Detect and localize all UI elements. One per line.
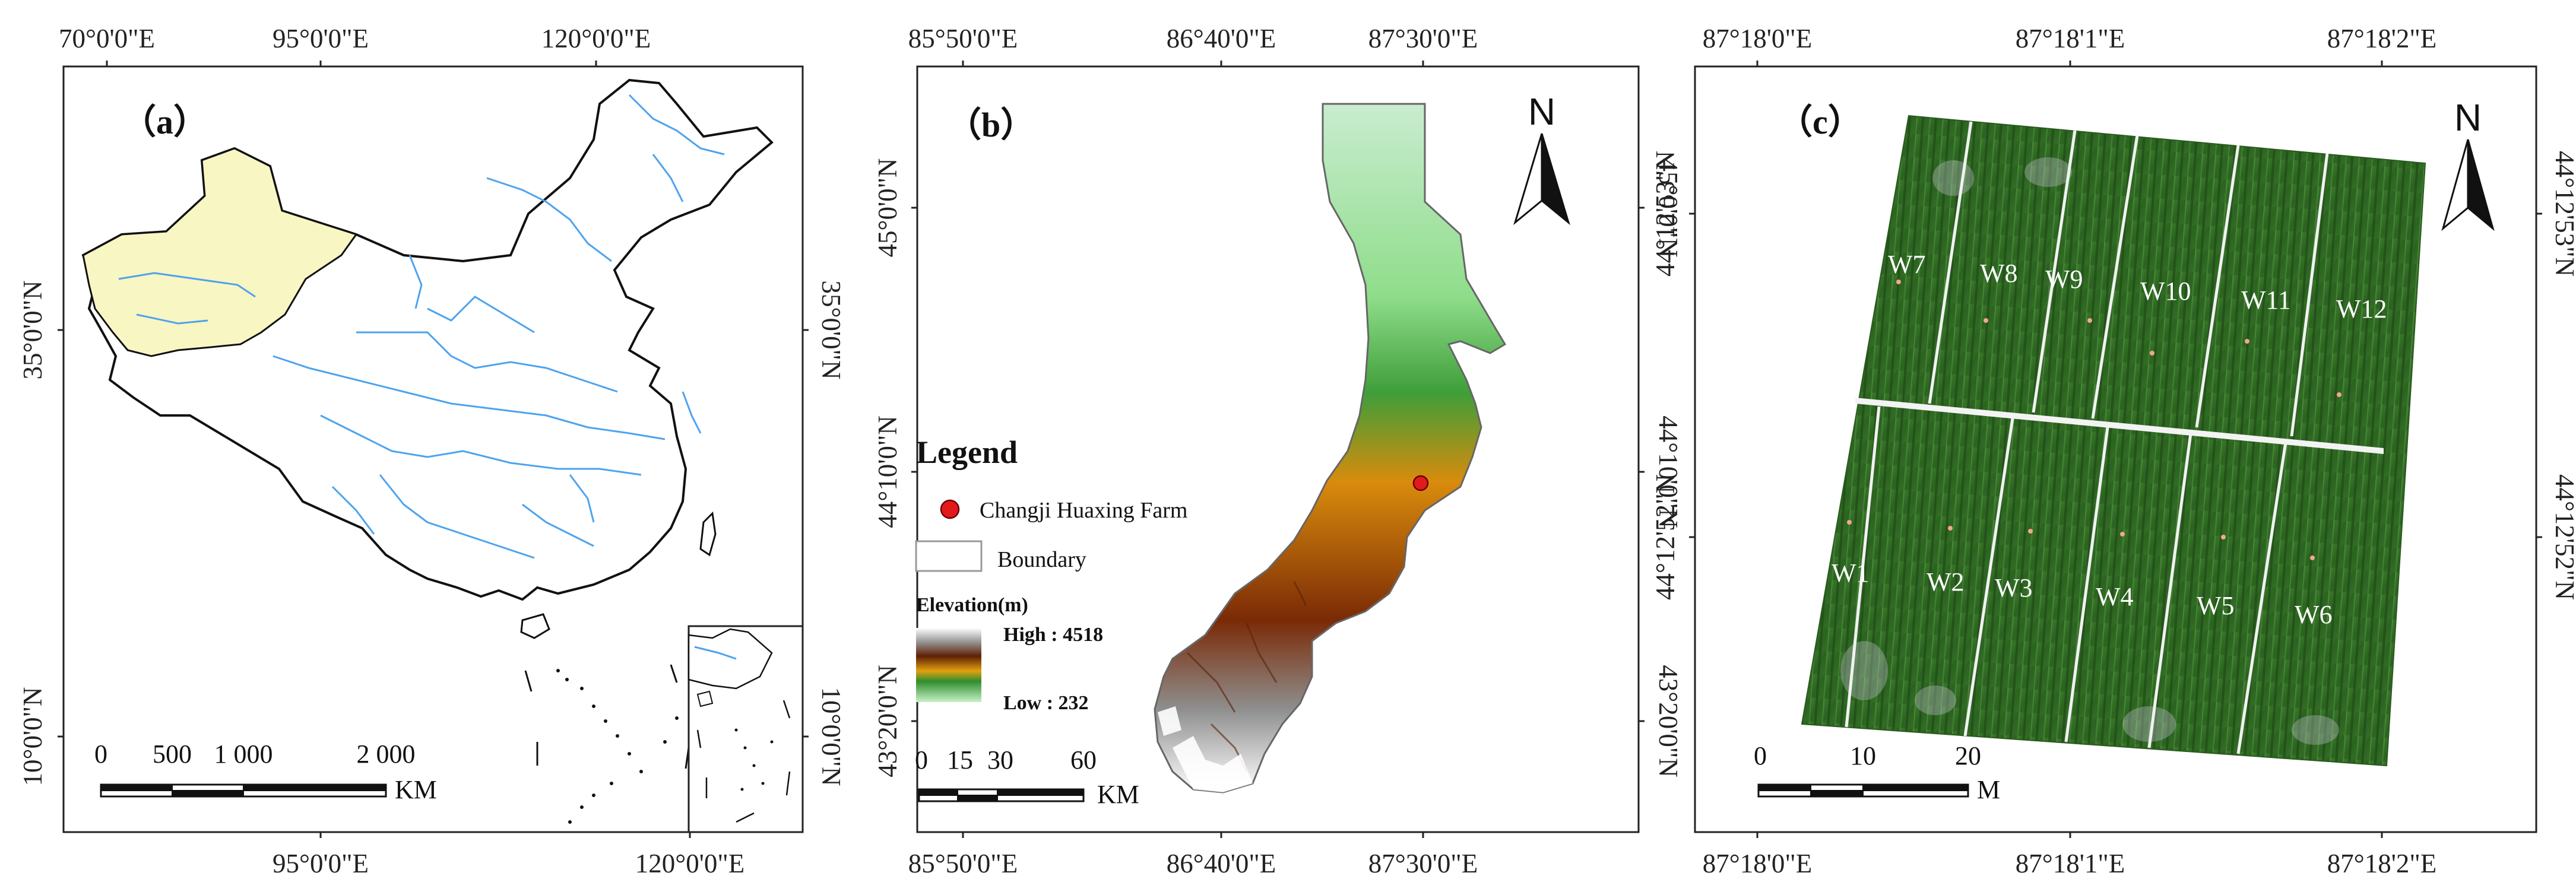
panel-c-top-tick-1: 87°18'0"E	[1703, 24, 1812, 53]
panel-a-left-tick-2: 10°0'0"N	[18, 687, 47, 786]
plot-label-w2: W2	[1927, 567, 1965, 596]
panel-a-scale-bar	[100, 783, 387, 798]
panel-c-label: （c）	[1778, 103, 1862, 141]
legend-boundary-symbol	[915, 540, 983, 572]
uav-road	[1855, 398, 2384, 454]
hainan-outline	[520, 613, 550, 639]
plot-label-w3: W3	[1995, 573, 2033, 602]
changji-huaxing-farm-marker	[1412, 475, 1429, 491]
legend-farm-symbol	[940, 499, 960, 519]
panel-a-right-tick-1: 35°0'0"N	[816, 281, 846, 380]
panel-b-north-label: N	[1528, 90, 1555, 133]
uav-soil-patches	[1840, 157, 2339, 745]
legend-elevation-title: Elevation(m)	[916, 594, 1028, 616]
panel-b-scale-unit: KM	[1097, 780, 1139, 809]
panel-c-left-tick-1: 44°12'53"N	[1650, 151, 1680, 277]
panel-a-scale-unit: KM	[395, 775, 437, 804]
panel-a-top-tick-2: 95°0'0"E	[273, 24, 369, 53]
scs-islands	[556, 669, 679, 824]
plot-label-w6: W6	[2295, 600, 2333, 629]
panel-b-scale-bar	[918, 788, 1085, 802]
plot-label-w4: W4	[2096, 582, 2134, 611]
panel-b-top-tick-3: 87°30'0"E	[1368, 24, 1478, 53]
panel-b-top-tick-1: 85°50'0"E	[908, 24, 1018, 53]
uav-orthoimage	[1801, 115, 2426, 767]
plot-label-w7: W7	[1888, 250, 1926, 279]
panel-b-left-tick-1: 45°0'0"N	[873, 158, 902, 258]
panel-c-right-tick-2: 44°12'52"N	[2550, 474, 2576, 600]
plot-label-w1: W1	[1832, 558, 1870, 588]
panel-c-bottom-tick-1: 87°18'0"E	[1703, 849, 1812, 878]
changji-dem	[1154, 103, 1507, 794]
panel-c-left-tick-2: 44°12'52"N	[1650, 474, 1680, 600]
plot-label-w9: W9	[2045, 265, 2083, 294]
plot-label-w10: W10	[2140, 277, 2191, 306]
panel-c-top-tick-2: 87°18'1"E	[2016, 24, 2125, 53]
panel-c-scale-label-2: 10	[1850, 741, 1876, 770]
taiwan-outline	[699, 511, 717, 557]
panel-b-bottom-tick-1: 85°50'0"E	[908, 849, 1018, 878]
panel-b: 85°50'0"E 86°40'0"E 87°30'0"E 85°50'0"E …	[873, 24, 1683, 878]
panel-b-top-tick-2: 86°40'0"E	[1167, 24, 1276, 53]
panel-a-scale-label-1: 0	[94, 740, 107, 769]
panel-b-scale-label-1: 0	[915, 745, 928, 775]
panel-c-top-tick-3: 87°18'2"E	[2327, 24, 2436, 53]
legend-farm-label: Changji Huaxing Farm	[980, 498, 1187, 523]
panel-a: 70°0'0"E 95°0'0"E 120°0'0"E 95°0'0"E 120…	[18, 24, 846, 878]
panel-a-bottom-tick-2: 120°0'0"E	[635, 849, 744, 878]
panel-a-right-tick-2: 10°0'0"N	[816, 687, 846, 786]
panel-c-north-arrow	[2441, 139, 2495, 231]
panel-a-scale-label-3: 1 000	[214, 740, 273, 769]
panel-c-north-label: N	[2454, 96, 2482, 139]
panel-c-scale-bar	[1757, 783, 1969, 798]
panel-b-bottom-tick-2: 86°40'0"E	[1167, 849, 1276, 878]
panel-b-right-tick-1: 45°0'0"N	[1653, 158, 1683, 258]
xinjiang-region	[82, 147, 358, 357]
panel-c-scale-label-3: 20	[1955, 741, 1981, 770]
panel-b-left-tick-3: 43°20'0"N	[873, 665, 902, 777]
panel-a-top-tick-1: 70°0'0"E	[59, 24, 155, 53]
plot-label-w5: W5	[2197, 591, 2235, 620]
legend-title: Legend	[916, 434, 1018, 470]
panel-c-bottom-tick-2: 87°18'1"E	[2016, 849, 2125, 878]
snow-caps	[1158, 706, 1253, 792]
panel-b-left-tick-2: 44°10'0"N	[873, 415, 902, 528]
panel-b-scale-label-2: 15	[947, 745, 973, 775]
panel-c-right-tick-1: 44°12'53"N	[2550, 151, 2576, 277]
plot-label-w8: W8	[1980, 259, 2018, 288]
panel-c-scale-label-1: 0	[1754, 741, 1767, 770]
uav-plot-boundaries	[1845, 121, 2329, 754]
panel-a-scale-label-4: 2 000	[357, 740, 416, 769]
legend-elevation-low: Low : 232	[1003, 692, 1089, 714]
panel-b-label: （b）	[947, 106, 1035, 144]
legend-elevation-ramp	[916, 628, 981, 702]
legend-boundary-label: Boundary	[997, 547, 1086, 572]
scs-inset	[687, 625, 804, 833]
plot-label-w12: W12	[2336, 294, 2387, 323]
panel-a-label: （a）	[122, 103, 208, 141]
panel-c-scale-unit: M	[1977, 775, 2000, 804]
panel-b-right-tick-3: 43°20'0"N	[1653, 665, 1683, 777]
panel-c-bottom-tick-3: 87°18'2"E	[2327, 849, 2436, 878]
panel-b-right-tick-2: 44°10'0"N	[1653, 415, 1683, 528]
rivers	[118, 94, 725, 559]
panel-b-north-arrow	[1513, 133, 1570, 226]
panel-b-scale-label-4: 60	[1070, 745, 1097, 775]
panel-a-bottom-tick-1: 95°0'0"E	[273, 849, 369, 878]
plot-label-w11: W11	[2241, 285, 2291, 315]
panel-a-top-tick-3: 120°0'0"E	[541, 24, 651, 53]
panel-a-scale-label-2: 500	[153, 740, 192, 769]
legend-elevation-high: High : 4518	[1003, 624, 1103, 646]
panel-b-scale-label-3: 30	[987, 745, 1013, 775]
panel-a-left-tick-1: 35°0'0"N	[18, 281, 47, 380]
panel-b-bottom-tick-3: 87°30'0"E	[1368, 849, 1478, 878]
panel-c: 87°18'0"E 87°18'1"E 87°18'2"E 87°18'0"E …	[1650, 24, 2576, 878]
uav-sample-points	[1847, 280, 2341, 560]
